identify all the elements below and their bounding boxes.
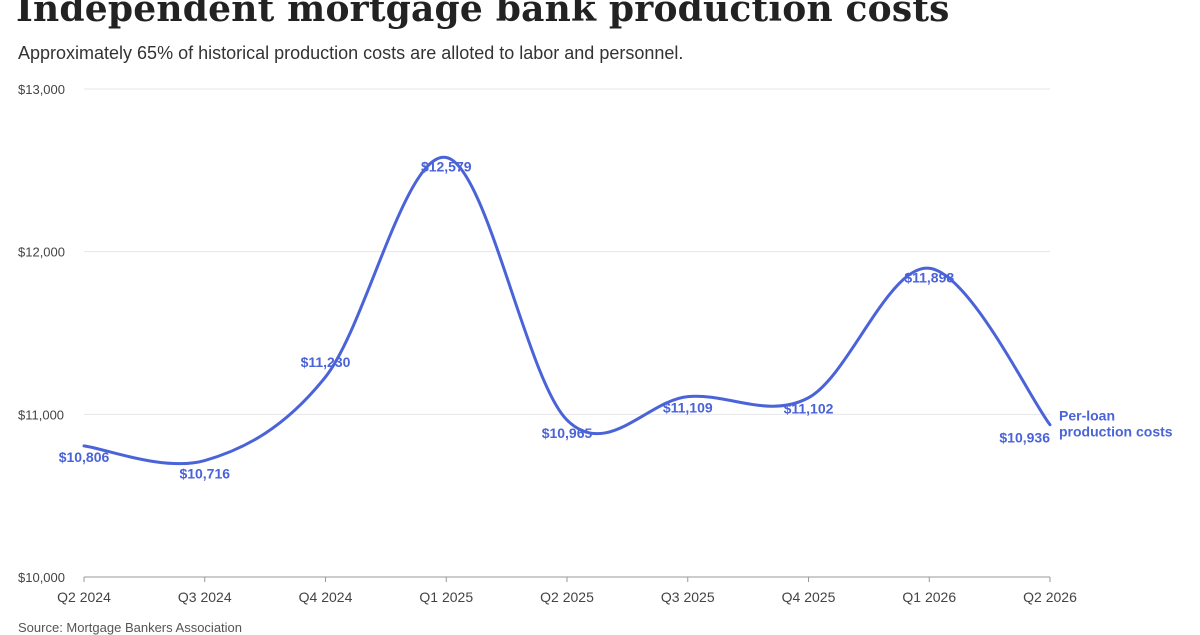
x-tick-label: Q4 2024 [299,589,353,605]
data-point [203,459,207,463]
x-tick-label: Q1 2026 [902,589,956,605]
source-note: Source: Mortgage Bankers Association [18,620,243,635]
data-label: $10,965 [542,425,593,441]
x-tick-label: Q2 2024 [57,589,111,605]
data-point [1048,423,1052,427]
x-tick-label: Q4 2025 [782,589,836,605]
page-title: Independent mortgage bank production cos… [16,0,950,30]
y-tick-label: $11,000 [18,407,64,422]
x-tick-label: Q2 2026 [1023,589,1077,605]
data-point [807,396,811,400]
data-label: $11,109 [663,400,713,416]
data-point [565,418,569,422]
data-point [686,395,690,399]
data-label: $10,806 [59,449,110,465]
data-label: $12,579 [421,158,472,174]
data-label: $11,898 [904,269,954,285]
y-tick-label: $12,000 [18,245,65,260]
series-line [82,155,1052,466]
data-label: $10,716 [179,466,230,482]
data-point [324,375,328,379]
y-tick-label: $13,000 [18,82,65,97]
data-label: $10,936 [999,430,1050,446]
x-tick-label: Q3 2024 [178,589,232,605]
data-label: $11,230 [301,354,351,370]
x-tick-label: Q3 2025 [661,589,715,605]
series-name-label: Per-loan [1059,408,1115,424]
data-label: $11,102 [784,401,834,417]
x-tick-label: Q1 2025 [419,589,473,605]
page-subtitle: Approximately 65% of historical producti… [18,43,684,63]
data-point [82,444,86,448]
x-tick-label: Q2 2025 [540,589,594,605]
y-tick-label: $10,000 [18,570,65,585]
series-name-label: production costs [1059,424,1173,440]
